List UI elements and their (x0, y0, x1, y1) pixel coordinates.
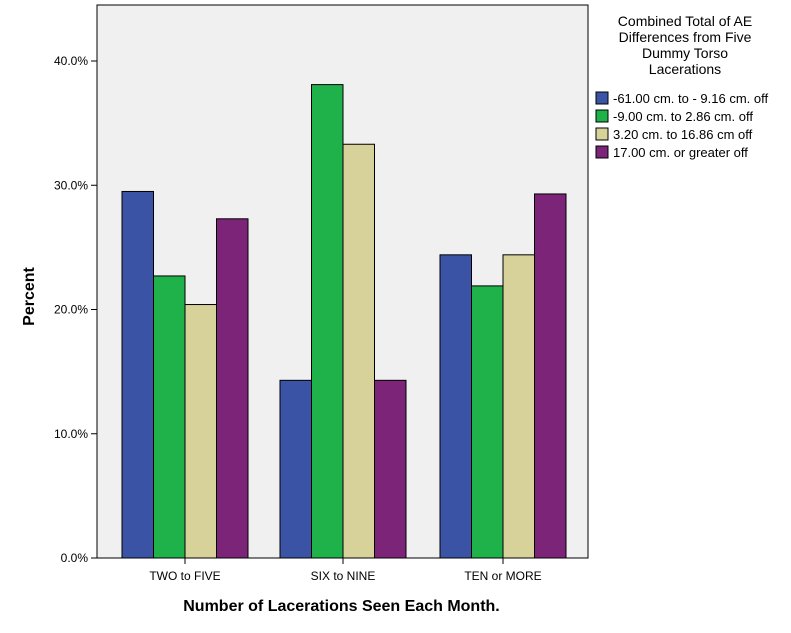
bar (153, 275, 186, 559)
bar (184, 304, 217, 559)
bar (279, 379, 312, 559)
y-tick-label: 20.0% (54, 303, 88, 317)
legend-swatch (595, 109, 609, 123)
y-tick-label: 30.0% (54, 178, 88, 192)
y-axis: 0.0% 10.0% 20.0% 30.0% 40.0% (54, 54, 97, 565)
bar (342, 143, 375, 559)
x-axis: TWO to FIVE SIX to NINE TEN or MORE (149, 558, 542, 583)
legend: Combined Total of AE Differences from Fiv… (595, 13, 768, 160)
legend-swatch (595, 127, 609, 141)
y-axis-title: Percent (21, 266, 38, 325)
bars-group (121, 84, 567, 559)
y-tick-label: 0.0% (61, 551, 89, 565)
x-tick-label: TWO to FIVE (149, 569, 220, 583)
legend-title: Combined Total of AE Differences from Fiv… (618, 13, 752, 77)
bar (374, 379, 407, 559)
bar (121, 190, 154, 559)
legend-swatch (595, 145, 609, 159)
bar (216, 218, 249, 559)
y-tick-label: 10.0% (54, 427, 88, 441)
legend-label: 17.00 cm. or greater off (613, 145, 748, 160)
y-tick-label: 40.0% (54, 54, 88, 68)
legend-label: -61.00 cm. to - 9.16 cm. off (613, 91, 768, 106)
bar (439, 254, 472, 559)
legend-swatch (595, 91, 609, 105)
x-axis-title: Number of Lacerations Seen Each Month. (183, 598, 500, 615)
bar (311, 84, 344, 559)
legend-label: -9.00 cm. to 2.86 cm. off (613, 109, 753, 124)
x-tick-label: SIX to NINE (311, 569, 376, 583)
x-tick-label: TEN or MORE (464, 569, 541, 583)
bar (534, 193, 567, 559)
legend-label: 3.20 cm. to 16.86 cm off (613, 127, 753, 142)
bar (502, 254, 535, 559)
bar (471, 285, 504, 559)
